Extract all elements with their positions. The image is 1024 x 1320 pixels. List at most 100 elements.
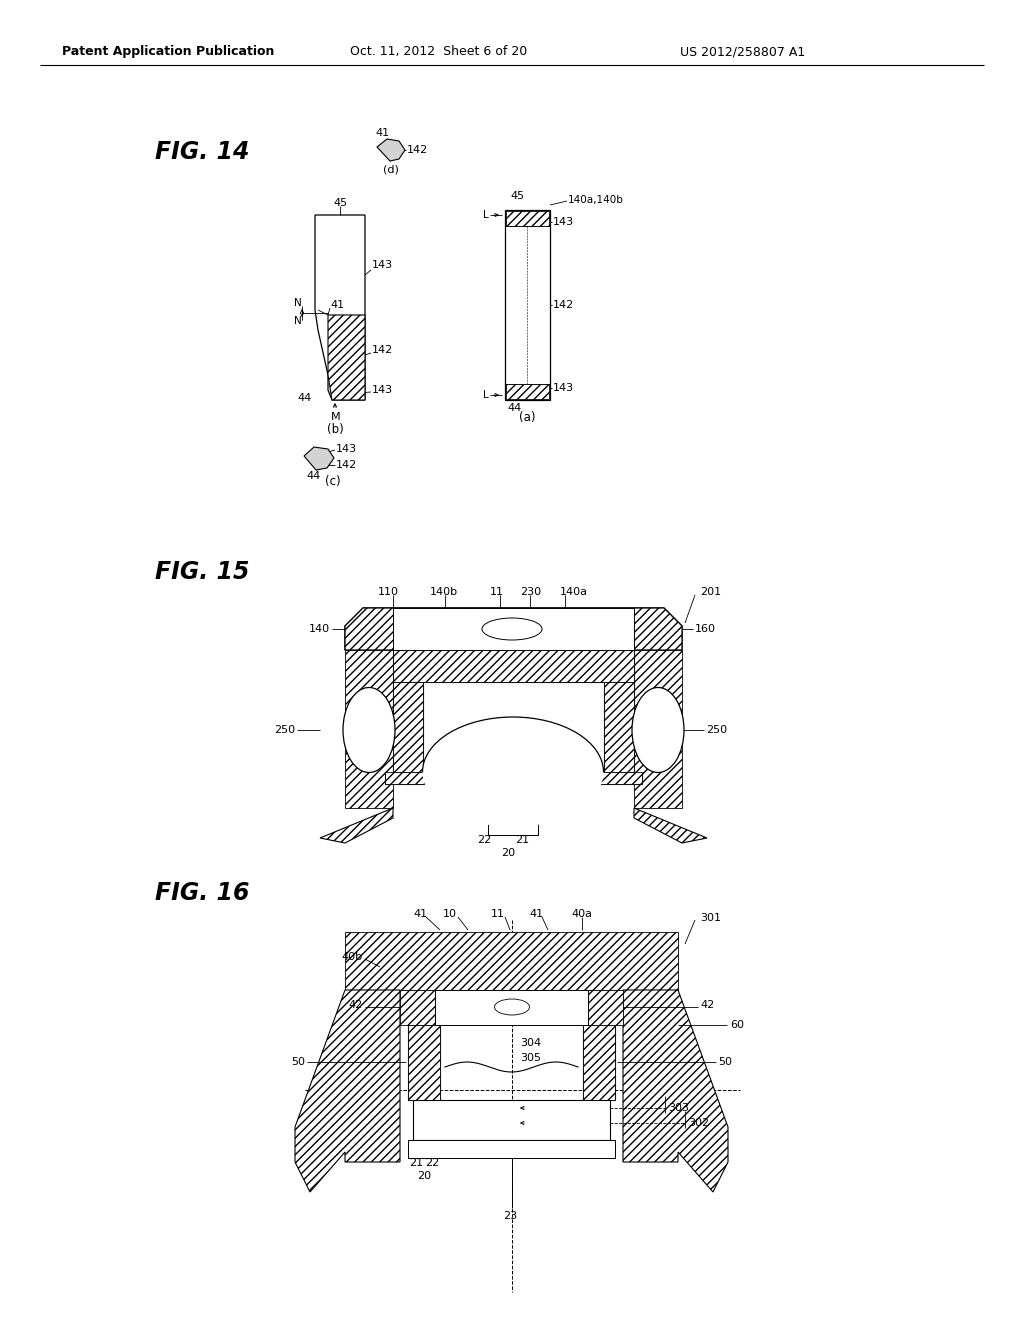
- Text: FIG. 15: FIG. 15: [155, 560, 250, 583]
- Text: 40a: 40a: [571, 909, 593, 919]
- Ellipse shape: [482, 618, 542, 640]
- Text: 23: 23: [503, 1210, 517, 1221]
- Text: 45: 45: [333, 198, 347, 209]
- Polygon shape: [345, 609, 682, 649]
- Text: 305: 305: [520, 1053, 541, 1063]
- Ellipse shape: [423, 717, 603, 828]
- Text: US 2012/258807 A1: US 2012/258807 A1: [680, 45, 805, 58]
- Text: 44: 44: [298, 393, 312, 403]
- Text: (d): (d): [383, 164, 399, 174]
- Text: 10: 10: [443, 909, 457, 919]
- Text: 143: 143: [553, 216, 574, 227]
- Text: N: N: [294, 298, 302, 308]
- Text: 41: 41: [376, 128, 390, 139]
- Text: (c): (c): [325, 475, 341, 488]
- Text: 142: 142: [336, 459, 357, 470]
- Text: L: L: [483, 389, 488, 400]
- Text: 140a: 140a: [560, 587, 588, 597]
- Text: 304: 304: [520, 1038, 541, 1048]
- Text: 60: 60: [730, 1020, 744, 1030]
- Text: 41: 41: [413, 909, 427, 919]
- Text: 40b: 40b: [342, 952, 362, 962]
- Text: 45: 45: [510, 191, 524, 201]
- Text: 22: 22: [425, 1158, 439, 1168]
- Text: 41: 41: [330, 300, 344, 310]
- Text: 250: 250: [706, 725, 727, 735]
- Text: 303: 303: [668, 1104, 689, 1113]
- Text: 143: 143: [336, 444, 357, 454]
- Text: 140: 140: [309, 624, 330, 634]
- Text: 50: 50: [718, 1057, 732, 1067]
- Bar: [506, 211, 549, 226]
- Bar: [488, 820, 538, 836]
- Polygon shape: [328, 315, 365, 400]
- Bar: [596, 772, 642, 784]
- Bar: [435, 990, 588, 1026]
- Bar: [604, 682, 634, 772]
- Text: 11: 11: [490, 587, 504, 597]
- Text: 21: 21: [515, 836, 529, 845]
- Text: 22: 22: [477, 836, 490, 845]
- Text: 160: 160: [695, 624, 716, 634]
- Text: 11: 11: [490, 909, 505, 919]
- Text: 42: 42: [700, 1001, 715, 1010]
- Bar: [588, 990, 623, 1026]
- Text: 143: 143: [553, 383, 574, 393]
- Bar: [408, 1140, 615, 1158]
- Polygon shape: [315, 215, 365, 400]
- Text: 42: 42: [349, 1001, 362, 1010]
- Text: 230: 230: [520, 587, 541, 597]
- Bar: [408, 1026, 440, 1100]
- Text: 142: 142: [553, 300, 574, 310]
- Bar: [634, 649, 682, 808]
- Bar: [583, 1026, 615, 1100]
- Text: 44: 44: [306, 471, 321, 480]
- Polygon shape: [634, 808, 707, 843]
- Text: Patent Application Publication: Patent Application Publication: [62, 45, 274, 58]
- Text: N: N: [294, 315, 302, 326]
- Text: 21: 21: [409, 1158, 423, 1168]
- Text: (b): (b): [327, 424, 343, 437]
- Text: 142: 142: [407, 145, 428, 154]
- Bar: [493, 772, 534, 820]
- Polygon shape: [623, 990, 728, 1192]
- Text: 20: 20: [417, 1171, 431, 1181]
- Text: 301: 301: [700, 913, 721, 923]
- Text: 44: 44: [507, 403, 521, 413]
- Text: 50: 50: [291, 1057, 305, 1067]
- Ellipse shape: [632, 688, 684, 772]
- Text: Oct. 11, 2012  Sheet 6 of 20: Oct. 11, 2012 Sheet 6 of 20: [350, 45, 527, 58]
- Bar: [345, 649, 393, 808]
- Text: 143: 143: [372, 260, 393, 271]
- Polygon shape: [345, 609, 682, 649]
- Text: (a): (a): [519, 412, 536, 425]
- Text: 41: 41: [529, 909, 543, 919]
- Bar: [385, 772, 431, 784]
- Text: 250: 250: [273, 725, 295, 735]
- Text: 302: 302: [688, 1118, 710, 1129]
- Bar: [345, 932, 678, 990]
- Text: 140b: 140b: [430, 587, 458, 597]
- Bar: [505, 210, 550, 400]
- Polygon shape: [319, 808, 393, 843]
- Bar: [393, 609, 634, 649]
- Polygon shape: [377, 139, 406, 161]
- Bar: [393, 649, 634, 682]
- Bar: [400, 990, 435, 1026]
- Ellipse shape: [495, 999, 529, 1015]
- Text: L: L: [483, 210, 488, 220]
- Text: 20: 20: [501, 847, 515, 858]
- Bar: [413, 1100, 610, 1140]
- Polygon shape: [304, 447, 334, 470]
- Text: M: M: [331, 412, 341, 422]
- Text: FIG. 16: FIG. 16: [155, 880, 250, 906]
- Text: 110: 110: [378, 587, 399, 597]
- Polygon shape: [295, 990, 400, 1192]
- Bar: [506, 384, 549, 399]
- Text: FIG. 14: FIG. 14: [155, 140, 250, 164]
- Ellipse shape: [343, 688, 395, 772]
- Text: 201: 201: [700, 587, 721, 597]
- Text: 143: 143: [372, 385, 393, 395]
- Text: 142: 142: [372, 345, 393, 355]
- Text: 140a,140b: 140a,140b: [568, 195, 624, 205]
